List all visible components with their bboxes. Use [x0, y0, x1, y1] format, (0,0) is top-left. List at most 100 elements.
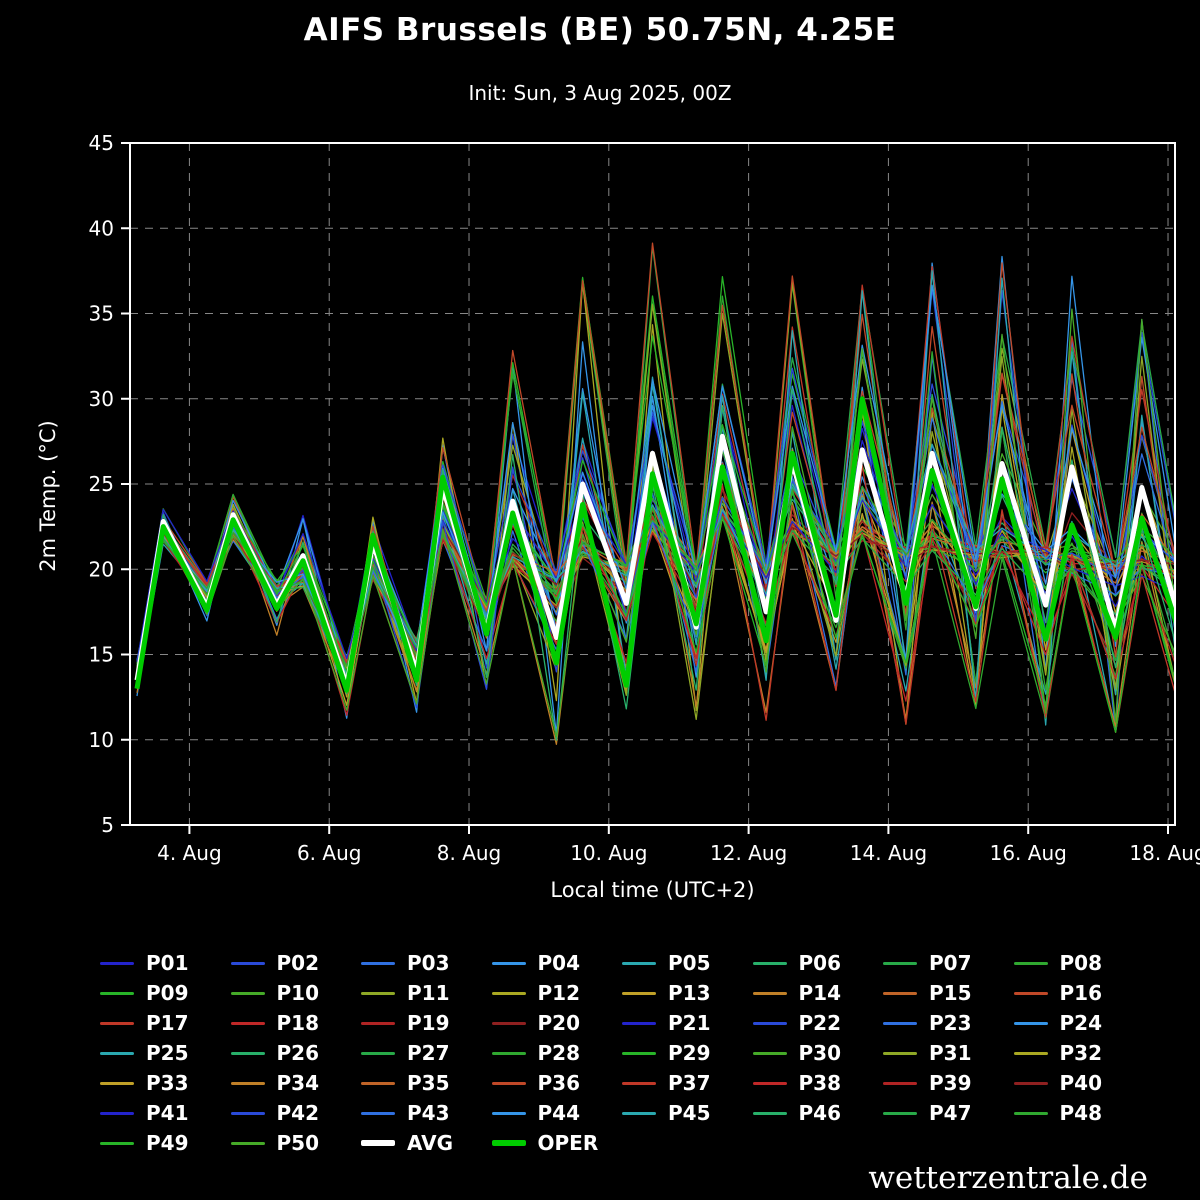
- legend-swatch: [361, 1051, 395, 1055]
- legend-swatch: [1013, 1051, 1048, 1055]
- series-P01: [136, 392, 1175, 675]
- legend-swatch: [622, 1021, 656, 1025]
- legend-item-p22: P22: [752, 1011, 884, 1035]
- legend-swatch: [752, 961, 787, 965]
- legend-item-p35: P35: [361, 1071, 492, 1095]
- legend-item-p43: P43: [361, 1101, 492, 1125]
- legend-label: P03: [407, 951, 450, 975]
- legend-item-avg: AVG: [361, 1131, 492, 1155]
- legend-label: P16: [1059, 981, 1103, 1005]
- legend-item-p24: P24: [1013, 1011, 1145, 1035]
- legend-swatch: [230, 1051, 265, 1055]
- legend-item-p42: P42: [230, 1101, 362, 1125]
- legend-label: P40: [1059, 1071, 1103, 1095]
- legend-swatch: [100, 991, 134, 995]
- legend-label: P28: [537, 1041, 581, 1065]
- legend-swatch: [622, 961, 656, 965]
- legend-item-p20: P20: [491, 1011, 623, 1035]
- legend-swatch: [1013, 961, 1048, 965]
- legend-item-p33: P33: [100, 1071, 231, 1095]
- legend-swatch: [230, 1111, 265, 1115]
- y-tick-label: 45: [89, 131, 114, 155]
- series-P43: [136, 400, 1175, 678]
- legend-item-p21: P21: [622, 1011, 753, 1035]
- legend-swatch: [361, 991, 395, 995]
- legend-swatch: [100, 1051, 134, 1055]
- x-tick-label: 16. Aug: [990, 841, 1067, 865]
- legend-swatch: [491, 1021, 526, 1025]
- legend-swatch: [1013, 991, 1048, 995]
- y-tick-label: 30: [89, 387, 114, 411]
- legend-label: P02: [276, 951, 320, 975]
- legend-label: P37: [668, 1071, 711, 1095]
- series-avg: [134, 433, 1175, 688]
- legend-label: P49: [146, 1131, 189, 1155]
- legend-swatch: [883, 1081, 917, 1085]
- legend-label: P42: [276, 1101, 320, 1125]
- legend-label: P39: [929, 1071, 972, 1095]
- legend-item-p38: P38: [752, 1071, 884, 1095]
- legend-label: P29: [668, 1041, 711, 1065]
- legend-swatch: [100, 1021, 134, 1025]
- legend-label: P06: [798, 951, 842, 975]
- legend-label: P32: [1059, 1041, 1103, 1065]
- legend-swatch: [883, 961, 917, 965]
- legend-label: P09: [146, 981, 189, 1005]
- legend-swatch: [491, 961, 526, 965]
- legend-label: P48: [1059, 1101, 1103, 1125]
- legend-swatch: [100, 1081, 134, 1085]
- legend-label: OPER: [537, 1131, 599, 1155]
- x-tick-label: 18. Aug: [1129, 841, 1200, 865]
- legend-swatch: [100, 1141, 134, 1145]
- x-tick-label: 4. Aug: [157, 841, 222, 865]
- legend-item-p18: P18: [230, 1011, 362, 1035]
- legend-swatch: [100, 961, 134, 965]
- legend-swatch: [752, 1021, 787, 1025]
- x-tick-label: 8. Aug: [437, 841, 502, 865]
- legend-swatch: [361, 1111, 395, 1115]
- legend-label: P13: [668, 981, 711, 1005]
- legend-label: P36: [537, 1071, 581, 1095]
- legend-swatch: [100, 1111, 134, 1115]
- series-P44: [136, 284, 1175, 683]
- series-P45: [136, 443, 1175, 675]
- series-P48: [136, 450, 1175, 667]
- legend-label: P20: [537, 1011, 581, 1035]
- y-tick-label: 10: [89, 728, 114, 752]
- legend-label: P12: [537, 981, 581, 1005]
- legend-item-p08: P08: [1013, 951, 1145, 975]
- legend-item-p37: P37: [622, 1071, 753, 1095]
- watermark: wetterzentrale.de: [868, 1160, 1148, 1196]
- y-tick-label: 20: [89, 557, 114, 581]
- legend-label: P38: [798, 1071, 842, 1095]
- legend-swatch: [883, 1021, 917, 1025]
- y-tick-label: 5: [101, 813, 114, 837]
- legend-label: P50: [276, 1131, 320, 1155]
- legend-label: P23: [929, 1011, 972, 1035]
- legend-swatch: [622, 1081, 656, 1085]
- legend-label: AVG: [407, 1131, 454, 1155]
- legend-label: P17: [146, 1011, 189, 1035]
- legend-swatch: [491, 1111, 526, 1115]
- legend-item-p50: P50: [230, 1131, 362, 1155]
- legend-item-p01: P01: [100, 951, 231, 975]
- y-tick-label: 40: [89, 216, 114, 240]
- legend-label: P15: [929, 981, 972, 1005]
- legend-label: P25: [146, 1041, 189, 1065]
- legend-item-p06: P06: [752, 951, 884, 975]
- legend-label: P22: [798, 1011, 842, 1035]
- legend-item-p48: P48: [1013, 1101, 1145, 1125]
- legend-item-p23: P23: [883, 1011, 1014, 1035]
- legend-item-p13: P13: [622, 981, 753, 1005]
- x-tick-label: 14. Aug: [850, 841, 927, 865]
- legend-swatch: [361, 1140, 395, 1146]
- legend-item-p02: P02: [230, 951, 362, 975]
- legend-item-p04: P04: [491, 951, 623, 975]
- legend-label: P46: [798, 1101, 842, 1125]
- x-tick-label: 10. Aug: [570, 841, 647, 865]
- legend-label: P04: [537, 951, 581, 975]
- legend-swatch: [1013, 1111, 1048, 1115]
- legend-item-p40: P40: [1013, 1071, 1145, 1095]
- legend-item-p41: P41: [100, 1101, 231, 1125]
